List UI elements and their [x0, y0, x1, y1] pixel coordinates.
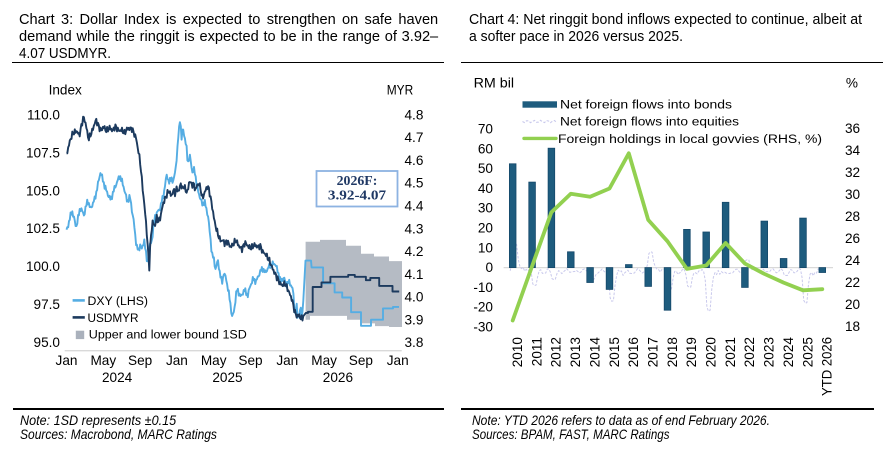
svg-text:Sep: Sep	[128, 353, 152, 368]
svg-text:Sep: Sep	[238, 353, 262, 368]
svg-text:4.2: 4.2	[405, 244, 424, 259]
svg-text:107.5: 107.5	[26, 145, 60, 160]
svg-text:May: May	[90, 353, 116, 368]
svg-text:4.1: 4.1	[405, 267, 424, 282]
svg-text:20: 20	[478, 221, 494, 236]
svg-text:2024: 2024	[102, 370, 133, 385]
svg-text:-30: -30	[473, 320, 493, 335]
svg-text:100.0: 100.0	[26, 259, 60, 274]
svg-text:-10: -10	[473, 280, 493, 295]
svg-text:30: 30	[478, 201, 494, 216]
svg-text:2018: 2018	[665, 337, 680, 367]
svg-text:2016: 2016	[626, 337, 641, 367]
svg-text:DXY (LHS): DXY (LHS)	[88, 294, 149, 308]
svg-text:32: 32	[845, 165, 860, 180]
svg-text:4.0: 4.0	[405, 290, 424, 305]
svg-text:4.5: 4.5	[405, 176, 424, 191]
svg-text:10: 10	[478, 240, 494, 255]
svg-text:Jan: Jan	[166, 353, 188, 368]
svg-text:2022: 2022	[742, 337, 757, 367]
svg-text:2026F:: 2026F:	[337, 174, 378, 189]
svg-text:Upper and lower bound 1SD: Upper and lower bound 1SD	[89, 328, 247, 342]
svg-text:RM bil: RM bil	[474, 75, 514, 90]
svg-text:95.0: 95.0	[34, 335, 61, 350]
svg-text:28: 28	[845, 209, 860, 224]
svg-text:4.7: 4.7	[405, 130, 424, 145]
svg-text:4.3: 4.3	[405, 221, 424, 236]
svg-text:Jan: Jan	[276, 353, 298, 368]
svg-text:Sep: Sep	[349, 353, 373, 368]
svg-text:2024: 2024	[781, 337, 796, 368]
svg-text:24: 24	[845, 253, 861, 268]
svg-text:40: 40	[478, 181, 494, 196]
svg-text:Net foreign flows into equitie: Net foreign flows into equities	[560, 115, 739, 129]
svg-text:Jan: Jan	[56, 353, 78, 368]
svg-text:2012: 2012	[549, 337, 564, 367]
svg-text:Foreign holdings in local govv: Foreign holdings in local govvies (RHS, …	[558, 132, 822, 146]
svg-text:2026: 2026	[323, 370, 353, 385]
svg-text:2011: 2011	[529, 337, 544, 366]
svg-text:MYR: MYR	[387, 83, 414, 98]
svg-text:18: 18	[845, 319, 860, 334]
svg-text:97.5: 97.5	[34, 297, 60, 312]
svg-text:2019: 2019	[684, 337, 699, 367]
svg-text:2025: 2025	[212, 370, 242, 385]
svg-text:110.0: 110.0	[27, 108, 60, 123]
svg-text:2025: 2025	[800, 337, 815, 367]
svg-text:70: 70	[478, 122, 494, 137]
svg-text:2010: 2010	[510, 337, 525, 368]
svg-text:2014: 2014	[587, 337, 602, 368]
svg-text:4.4: 4.4	[405, 199, 424, 214]
svg-text:4.8: 4.8	[405, 108, 424, 123]
svg-text:2017: 2017	[646, 337, 661, 367]
svg-text:2015: 2015	[607, 337, 622, 367]
svg-text:USDMYR: USDMYR	[88, 311, 139, 325]
svg-text:36: 36	[845, 121, 860, 136]
svg-text:-20: -20	[473, 300, 493, 315]
svg-text:26: 26	[845, 231, 860, 246]
svg-text:60: 60	[478, 141, 494, 156]
svg-text:2021: 2021	[723, 337, 738, 367]
svg-text:Jan: Jan	[387, 353, 409, 368]
svg-text:34: 34	[845, 143, 861, 158]
svg-text:4.6: 4.6	[405, 153, 424, 168]
svg-text:105.0: 105.0	[26, 183, 60, 198]
svg-text:YTD 2026: YTD 2026	[820, 337, 835, 396]
svg-text:2013: 2013	[568, 337, 583, 367]
svg-text:50: 50	[478, 161, 494, 176]
svg-text:May: May	[201, 353, 227, 368]
svg-text:20: 20	[845, 297, 861, 312]
svg-text:3.8: 3.8	[405, 335, 424, 350]
svg-text:Index: Index	[49, 82, 82, 97]
svg-text:22: 22	[845, 275, 860, 290]
svg-text:May: May	[311, 353, 337, 368]
svg-text:30: 30	[845, 187, 861, 202]
svg-text:2020: 2020	[704, 337, 719, 368]
svg-text:102.5: 102.5	[26, 221, 60, 236]
svg-text:3.9: 3.9	[405, 312, 424, 327]
svg-text:2023: 2023	[762, 337, 777, 367]
svg-text:Net foreign flows into bonds: Net foreign flows into bonds	[560, 98, 732, 112]
svg-text:3.92-4.07: 3.92-4.07	[328, 188, 386, 203]
svg-text:%: %	[846, 75, 858, 90]
svg-text:0: 0	[485, 260, 493, 275]
